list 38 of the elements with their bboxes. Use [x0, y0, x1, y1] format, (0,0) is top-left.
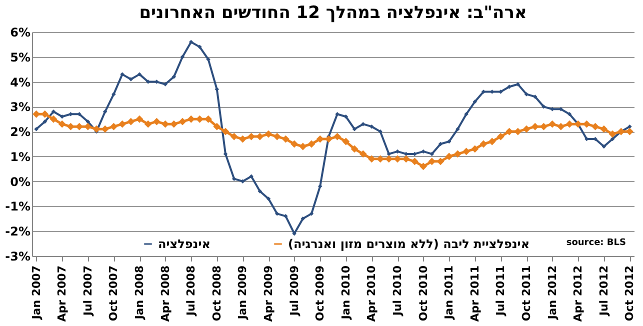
x-tick-label: Jul 2011: [494, 266, 508, 317]
x-tick-label: Apr 2008: [158, 266, 172, 322]
x-tick-label: Jul 2010: [391, 265, 404, 317]
y-tick-label: 5%: [10, 50, 30, 64]
x-tick-label: Jan 2010: [339, 265, 352, 320]
y-tick-label: -2%: [5, 224, 30, 239]
x-tick-label: Oct 2012: [623, 266, 636, 322]
y-tick-label: 3%: [10, 100, 30, 114]
x-tick-label: Oct 2007: [107, 266, 120, 322]
y-tick-label: -1%: [5, 200, 30, 214]
x-tick-label: Oct 2011: [520, 266, 533, 322]
x-tick-label: Oct 2008: [210, 266, 224, 322]
x-tick-label: Jul 2009: [288, 266, 301, 317]
x-tick-label: Oct 2010: [416, 265, 430, 322]
y-tick-label: 4%: [10, 75, 30, 90]
legend-label: אינפלציית ליבה (ללא מוצרים מזון ואנרגיה): [288, 237, 530, 251]
y-tick-label: 1%: [10, 150, 30, 164]
x-tick-label: Apr 2009: [262, 266, 275, 322]
x-tick-label: Oct 2009: [314, 266, 327, 322]
x-tick-label: Jan 2012: [546, 266, 559, 320]
chart-title: ארה"ב: אינפלציה במהלך 12 החודשים האחרונים: [139, 3, 527, 23]
x-tick-label: Jul 2008: [184, 266, 198, 317]
x-tick-label: Jan 2007: [30, 266, 43, 320]
x-tick-label: Jul 2012: [597, 266, 610, 317]
x-tick-label: Apr 2007: [56, 266, 69, 322]
x-tick-label: Apr 2012: [572, 266, 585, 322]
y-tick-label: 6%: [10, 26, 30, 40]
y-tick-label: -3%: [5, 250, 30, 264]
x-tick-label: Jul 2007: [81, 266, 94, 317]
legend-label: אינפלציה: [158, 237, 210, 251]
annotation: source: BLS: [566, 238, 626, 248]
x-tick-label: Jan 2011: [442, 266, 456, 320]
y-tick-label: 0%: [10, 174, 30, 189]
x-tick-label: Apr 2011: [468, 266, 482, 322]
x-tick-label: Jan 2008: [133, 266, 146, 320]
y-tick-label: 2%: [10, 125, 30, 140]
x-tick-label: Apr 2010: [365, 265, 378, 322]
x-tick-label: Jan 2009: [236, 266, 250, 320]
